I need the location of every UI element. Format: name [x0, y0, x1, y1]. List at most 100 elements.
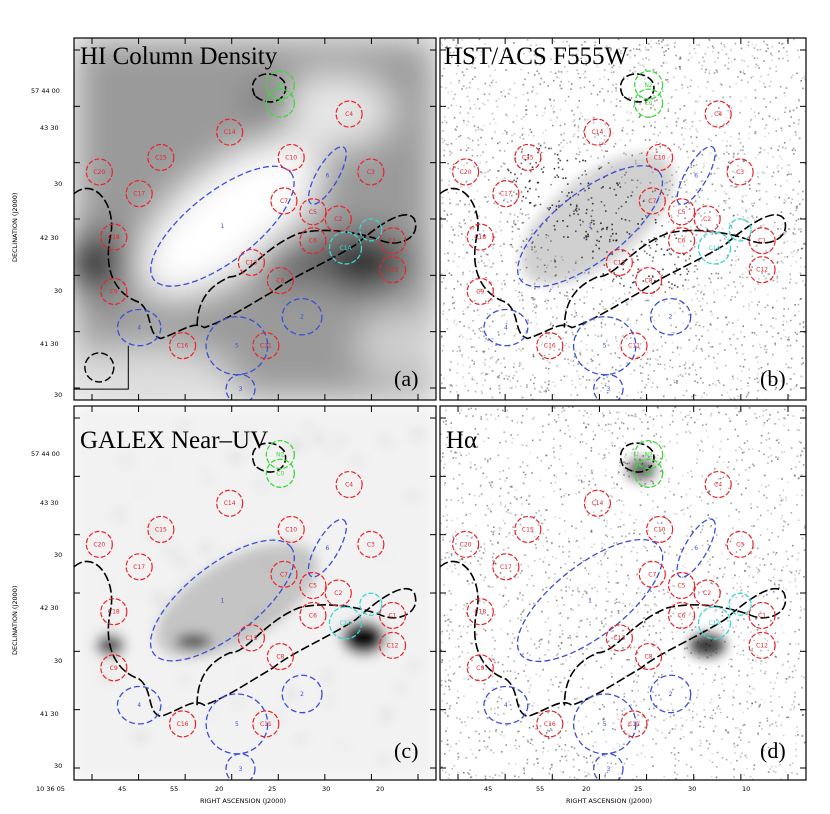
- blue-region-label: 1: [588, 597, 592, 604]
- red-region-label: C12: [387, 642, 399, 649]
- green-region-label: C0: [276, 470, 284, 477]
- red-region-label: C13: [613, 259, 625, 266]
- panel-background: [440, 406, 806, 780]
- red-region-label: C3: [367, 169, 375, 176]
- x-tick-label: 10: [742, 786, 750, 793]
- red-region-label: C5: [309, 209, 317, 216]
- red-region-label: C3: [736, 169, 744, 176]
- red-region-label: C13: [245, 259, 257, 266]
- red-region-label: C6: [309, 238, 317, 245]
- red-region-label: C2: [334, 590, 342, 597]
- green-region-label: N2: [644, 452, 652, 459]
- green-region-label: C0: [645, 470, 653, 477]
- red-region-label: C11: [260, 343, 272, 350]
- x-axis-label-right: RIGHT ASCENSION (J2000): [566, 798, 652, 805]
- green-region-label: C0: [276, 100, 284, 107]
- cyan-region-label: C1A: [708, 620, 721, 627]
- red-region-label: C7: [648, 198, 656, 205]
- red-region-label: C7: [280, 571, 288, 578]
- y-tick-label: 30: [54, 552, 62, 559]
- x-tick-label: 20: [582, 786, 590, 793]
- red-region-label: C1: [389, 612, 397, 619]
- red-region-label: C5: [309, 583, 317, 590]
- red-region-label: C8: [645, 654, 653, 661]
- red-region-label: C14: [224, 500, 236, 507]
- x-tick-label: 45: [484, 786, 492, 793]
- red-region-label: C13: [245, 635, 257, 642]
- y-tick-label: 41 30: [40, 711, 59, 718]
- x-tick-label: 20: [376, 786, 384, 793]
- red-region-label: C9: [476, 288, 484, 295]
- blue-region-label: 5: [603, 343, 607, 350]
- x-tick-label: 30: [322, 786, 330, 793]
- red-region-label: C18: [474, 234, 486, 241]
- red-region-label: C6: [678, 238, 686, 245]
- blue-region-label: 1: [588, 223, 592, 230]
- blue-region-label: 3: [239, 386, 243, 393]
- red-region-label: C4: [345, 111, 353, 118]
- red-region-label: C20: [460, 169, 472, 176]
- red-region-label: C1: [389, 238, 397, 245]
- red-region-label: C14: [591, 500, 603, 507]
- blue-region-label: 6: [694, 545, 698, 552]
- red-region-label: C11: [260, 721, 272, 728]
- red-region-label: C15: [522, 154, 534, 161]
- red-region-label: C18: [108, 234, 120, 241]
- panel-b-title: HST/ACS F555W: [444, 44, 628, 69]
- blue-region-label: 3: [239, 766, 243, 773]
- red-region-label: C10: [654, 154, 666, 161]
- red-region-label: C3: [367, 541, 375, 548]
- x-tick-label: 55: [536, 786, 544, 793]
- hi-density-map: [56, 38, 443, 418]
- y-tick-label: 30: [54, 763, 62, 770]
- red-region-label: C12: [756, 267, 768, 274]
- red-region-label: C5: [678, 583, 686, 590]
- red-region-label: C16: [544, 721, 556, 728]
- red-region-label: C7: [648, 571, 656, 578]
- panel-d-label: (d): [760, 740, 786, 762]
- y-axis-label-top: DECLINATION (J2000): [12, 193, 19, 262]
- blue-region-label: 2: [669, 691, 673, 698]
- blue-region-label: 6: [325, 173, 329, 180]
- y-tick-label: 57 44 00: [31, 451, 60, 458]
- y-tick-label: 42 30: [40, 605, 59, 612]
- red-region-label: C2: [703, 590, 711, 597]
- red-region-label: C17: [500, 564, 512, 571]
- y-tick-label: 42 30: [40, 235, 59, 242]
- cyan-region-label: C1A: [339, 245, 352, 252]
- x-axis-label-left: RIGHT ASCENSION (J2000): [200, 798, 286, 805]
- cyan-region-label: C1A: [339, 620, 352, 627]
- red-region-label: C15: [155, 154, 167, 161]
- red-region-label: C4: [714, 482, 722, 489]
- blue-region-label: 5: [235, 721, 239, 728]
- red-region-label: C4: [714, 111, 722, 118]
- green-region-label: C0: [645, 100, 653, 107]
- y-tick-label: 43 30: [40, 125, 59, 132]
- red-region-label: C18: [108, 609, 120, 616]
- x-tick-label: 45: [118, 786, 126, 793]
- y-tick-label: 41 30: [40, 341, 59, 348]
- blue-region-label: 2: [300, 691, 304, 698]
- red-region-label: C10: [654, 526, 666, 533]
- blue-region-label: 1: [221, 597, 225, 604]
- panel-a-label: (a): [394, 368, 418, 390]
- x-tick-label: 55: [170, 786, 178, 793]
- red-region-label: C8: [276, 278, 284, 285]
- red-region-label: C4: [345, 482, 353, 489]
- blue-region-label: 4: [504, 325, 508, 332]
- x-tick-label: 20: [215, 786, 223, 793]
- red-region-label: C6: [678, 612, 686, 619]
- red-region-label: C14: [224, 129, 236, 136]
- panel-a-title: HI Column Density: [80, 44, 277, 69]
- panel-b-label: (b): [760, 368, 786, 390]
- y-tick-label: 30: [54, 288, 62, 295]
- panel-c-label: (c): [394, 740, 418, 762]
- red-region-label: C8: [645, 278, 653, 285]
- red-region-label: C13: [613, 635, 625, 642]
- red-region-label: C17: [133, 191, 145, 198]
- red-region-label: C12: [387, 267, 399, 274]
